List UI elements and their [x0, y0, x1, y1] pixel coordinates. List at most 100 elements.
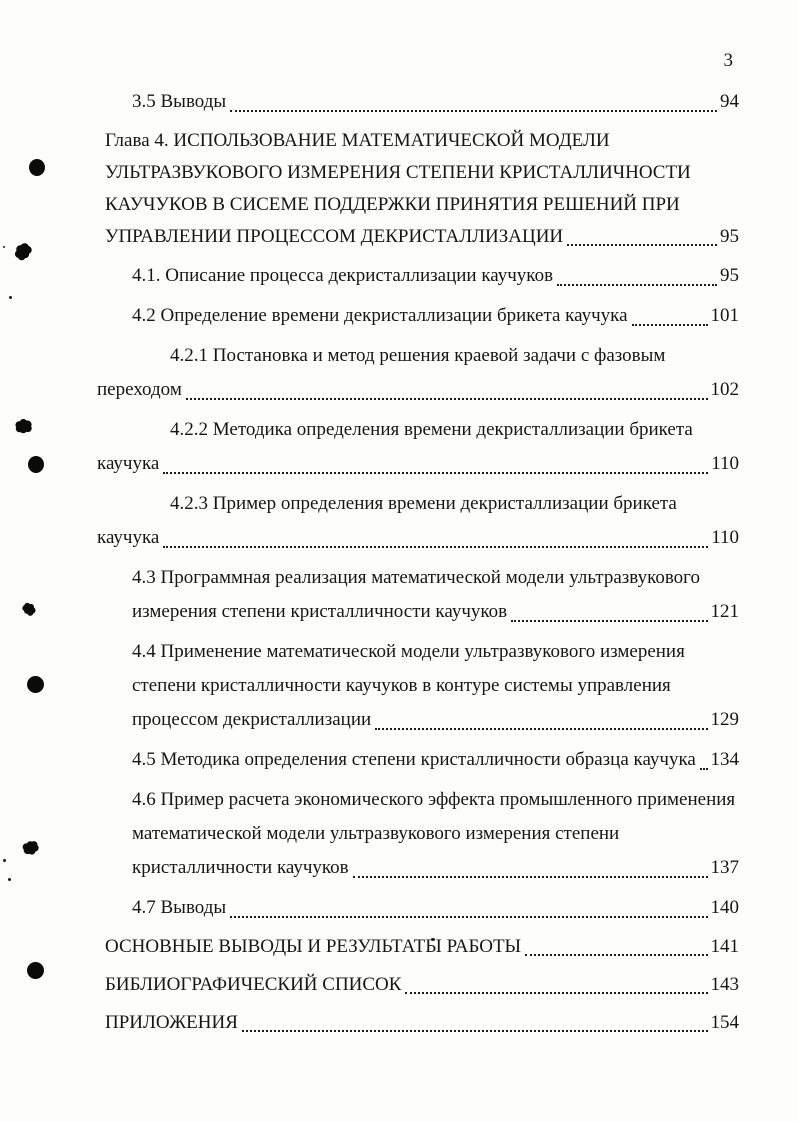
toc-leader-dots: [699, 743, 708, 770]
toc-entry-text: каучука: [97, 527, 160, 548]
toc-leader-dots: [230, 85, 717, 112]
toc-line: степени кристалличности каучуков в конту…: [132, 669, 739, 703]
toc-entry-text: 4.4 Применение математической модели уль…: [132, 641, 685, 662]
toc-entry-text: кристалличности каучуков: [132, 857, 349, 878]
toc-leader-dots: [511, 595, 708, 622]
toc-entry-4-2-1: 4.2.1 Постановка и метод решения краевой…: [97, 339, 739, 407]
toc-page-number: 134: [710, 749, 740, 770]
toc-line: кристалличности каучуков 137: [132, 851, 739, 885]
toc-page-number: 121: [710, 601, 740, 622]
toc-entry-3-5: 3.5 Выводы 94: [105, 85, 739, 119]
toc-entry-text: УЛЬТРАЗВУКОВОГО ИЗМЕРЕНИЯ СТЕПЕНИ КРИСТА…: [105, 162, 691, 183]
toc-page-number: 110: [711, 527, 739, 548]
toc-line: КАУЧУКОВ В СИСЕМЕ ПОДДЕРЖКИ ПРИНЯТИЯ РЕШ…: [105, 189, 739, 221]
toc-line: 4.4 Применение математической модели уль…: [132, 635, 739, 669]
toc-line: 4.5 Методика определения степени кристал…: [132, 743, 739, 777]
toc-entry-text: 3.5 Выводы: [132, 91, 227, 112]
toc-leader-dots: [405, 969, 708, 994]
toc-leader-dots: [163, 521, 709, 548]
table-of-contents: 3.5 Выводы 94 Глава 4. ИСПОЛЬЗОВАНИЕ МАТЕМ…: [97, 85, 739, 1039]
toc-entry-text: 4.2.2 Методика определения времени декри…: [170, 419, 693, 440]
toc-leader-dots: [375, 703, 708, 730]
toc-entry-text: 4.2.3 Пример определения времени декрист…: [170, 493, 677, 514]
toc-entry-4-4: 4.4 Применение математической модели уль…: [105, 635, 739, 737]
toc-page-number: 94: [720, 91, 739, 112]
toc-entry-text: УПРАВЛЕНИИ ПРОЦЕССОМ ДЕКРИСТАЛЛИЗАЦИИ: [105, 226, 564, 247]
toc-leader-dots: [185, 373, 708, 400]
toc-entry-text: БИБЛИОГРАФИЧЕСКИЙ СПИСОК: [105, 974, 402, 995]
toc-entry-4-2: 4.2 Определение времени декристаллизации…: [105, 299, 739, 333]
toc-entry-text: математической модели ультразвукового из…: [132, 823, 620, 844]
toc-entry-text: процессом декристаллизации: [132, 709, 372, 730]
toc-entry-chapter-4: Глава 4. ИСПОЛЬЗОВАНИЕ МАТЕМАТИЧЕСКОЙ МО…: [105, 125, 739, 253]
toc-page-number: 110: [711, 453, 739, 474]
toc-leader-dots: [230, 891, 708, 918]
ink-dot: [27, 962, 44, 979]
toc-page-number: 140: [710, 897, 740, 918]
toc-entry-main-conclusions: ОСНОВНЫЕ ВЫВОДЫ И РЕЗУЛЬТАТЫ РАБОТЫ 141: [105, 931, 739, 963]
toc-line: 4.6 Пример расчета экономического эффект…: [132, 783, 739, 817]
toc-page-number: 143: [710, 974, 740, 995]
toc-line: 4.1. Описание процесса декристаллизации …: [132, 259, 739, 293]
toc-entry-text: 4.6 Пример расчета экономического эффект…: [132, 789, 736, 810]
toc-line: каучука 110: [97, 447, 739, 481]
toc-line: процессом декристаллизации 129: [132, 703, 739, 737]
toc-entry-text: 4.1. Описание процесса декристаллизации …: [132, 265, 554, 286]
ink-dot: [28, 456, 44, 473]
page-number: 3: [723, 50, 734, 71]
toc-entry-text: измерения степени кристалличности каучук…: [132, 601, 508, 622]
toc-page-number: 129: [710, 709, 740, 730]
toc-entry-text: 4.5 Методика определения степени кристал…: [132, 749, 696, 770]
toc-line: ПРИЛОЖЕНИЯ 154: [105, 1007, 739, 1039]
ink-dot: [3, 246, 5, 248]
toc-entry-text: каучука: [97, 453, 160, 474]
ink-dot: [8, 878, 11, 881]
toc-page-number: 137: [710, 857, 740, 878]
toc-line: БИБЛИОГРАФИЧЕСКИЙ СПИСОК 143: [105, 969, 739, 1001]
toc-page-number: 102: [710, 379, 740, 400]
toc-leader-dots: [557, 259, 717, 286]
toc-line: 4.3 Программная реализация математическо…: [132, 561, 739, 595]
toc-entry-text: КАУЧУКОВ В СИСЕМЕ ПОДДЕРЖКИ ПРИНЯТИЯ РЕШ…: [105, 194, 680, 215]
toc-page-number: 95: [720, 265, 739, 286]
toc-leader-dots: [631, 299, 708, 326]
toc-entry-4-2-3: 4.2.3 Пример определения времени декрист…: [97, 487, 739, 555]
toc-entry-text: 4.7 Выводы: [132, 897, 227, 918]
toc-leader-dots: [567, 221, 717, 246]
toc-entry-text: Глава 4. ИСПОЛЬЗОВАНИЕ МАТЕМАТИЧЕСКОЙ МО…: [105, 130, 610, 151]
toc-line: измерения степени кристалличности каучук…: [132, 595, 739, 629]
toc-entry-4-7: 4.7 Выводы 140: [105, 891, 739, 925]
toc-line: 3.5 Выводы 94: [132, 85, 739, 119]
ink-dot: [29, 159, 45, 176]
toc-entry-text: 4.2 Определение времени декристаллизации…: [132, 305, 628, 326]
toc-leader-dots: [163, 447, 709, 474]
toc-page-number: 141: [710, 936, 740, 957]
toc-entry-text: степени кристалличности каучуков в конту…: [132, 675, 671, 696]
toc-leader-dots: [525, 931, 708, 956]
toc-line: ОСНОВНЫЕ ВЫВОДЫ И РЕЗУЛЬТАТЫ РАБОТЫ 141: [105, 931, 739, 963]
toc-entry-4-1: 4.1. Описание процесса декристаллизации …: [105, 259, 739, 293]
toc-page-number: 101: [710, 305, 740, 326]
toc-page-number: 95: [720, 226, 739, 247]
toc-line: Глава 4. ИСПОЛЬЗОВАНИЕ МАТЕМАТИЧЕСКОЙ МО…: [105, 125, 739, 157]
toc-entry-text: переходом: [97, 379, 182, 400]
ink-blot: [8, 412, 38, 442]
toc-line: переходом 102: [97, 373, 739, 407]
toc-entry-4-2-2: 4.2.2 Методика определения времени декри…: [97, 413, 739, 481]
toc-line: математической модели ультразвукового из…: [132, 817, 739, 851]
toc-line: 4.2.3 Пример определения времени декрист…: [170, 487, 739, 521]
toc-line: 4.2.2 Методика определения времени декри…: [170, 413, 739, 447]
ink-dot: [3, 859, 6, 862]
toc-line: 4.2.1 Постановка и метод решения краевой…: [170, 339, 739, 373]
toc-entry-4-6: 4.6 Пример расчета экономического эффект…: [105, 783, 739, 885]
toc-entry-4-3: 4.3 Программная реализация математическо…: [105, 561, 739, 629]
toc-entry-text: 4.2.1 Постановка и метод решения краевой…: [170, 345, 666, 366]
toc-entry-text: 4.3 Программная реализация математическо…: [132, 567, 701, 588]
ink-blot: [17, 832, 45, 860]
toc-leader-dots: [352, 851, 708, 878]
ink-blot: [20, 601, 37, 619]
toc-line: 4.7 Выводы 140: [132, 891, 739, 925]
ink-blot: [12, 242, 35, 264]
toc-line: 4.2 Определение времени декристаллизации…: [132, 299, 739, 333]
